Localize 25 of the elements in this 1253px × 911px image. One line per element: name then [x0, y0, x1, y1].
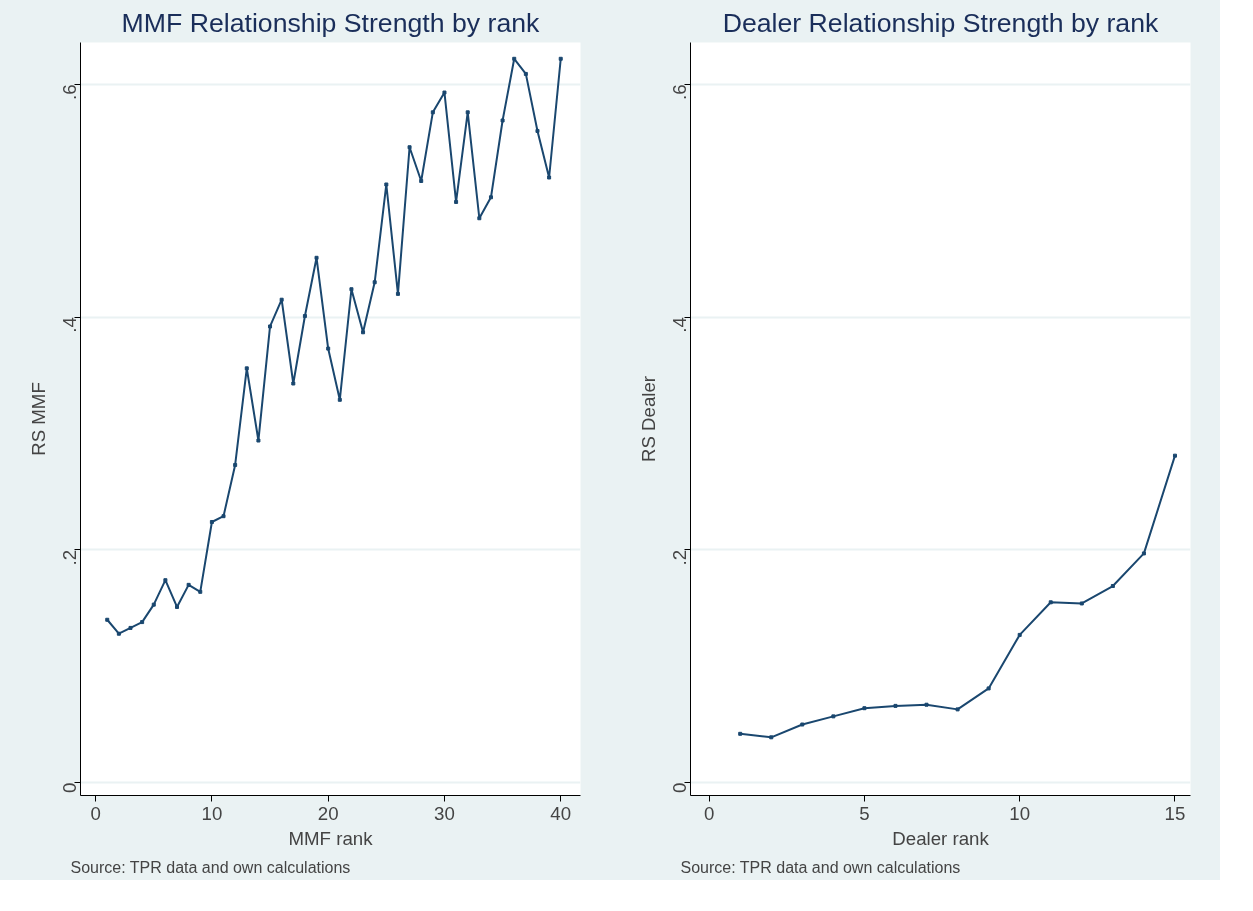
x-tick-label: 10 — [1009, 802, 1031, 824]
chart-title: MMF Relationship Strength by rank — [121, 7, 541, 38]
source-note: Source: TPR data and own calculations — [70, 858, 351, 876]
y-tick-label: .4 — [59, 317, 80, 333]
source-note: Source: TPR data and own calculations — [680, 858, 961, 876]
x-tick-label: 30 — [434, 802, 455, 824]
x-tick-label: 40 — [550, 802, 572, 824]
y-tick-label: .6 — [59, 84, 80, 100]
y-axis-title: RS Dealer — [637, 375, 659, 463]
y-tick-label: .6 — [669, 84, 690, 100]
x-tick-label: 0 — [703, 802, 715, 824]
y-tick-label: 0 — [59, 782, 80, 794]
y-tick-label: .4 — [669, 317, 690, 333]
y-tick-label: 0 — [669, 782, 690, 794]
x-tick-label: 10 — [201, 802, 223, 824]
y-tick-label: .2 — [59, 549, 80, 566]
x-axis-title: Dealer rank — [892, 827, 990, 849]
x-tick-label: 5 — [859, 802, 870, 824]
y-tick-label: .2 — [669, 549, 690, 566]
chart-title: Dealer Relationship Strength by rank — [722, 7, 1159, 38]
y-axis-title: RS MMF — [27, 382, 49, 456]
x-tick-label: 15 — [1164, 802, 1186, 824]
x-axis-title: MMF rank — [288, 827, 374, 849]
x-tick-label: 20 — [317, 802, 339, 824]
x-tick-label: 0 — [90, 802, 101, 824]
